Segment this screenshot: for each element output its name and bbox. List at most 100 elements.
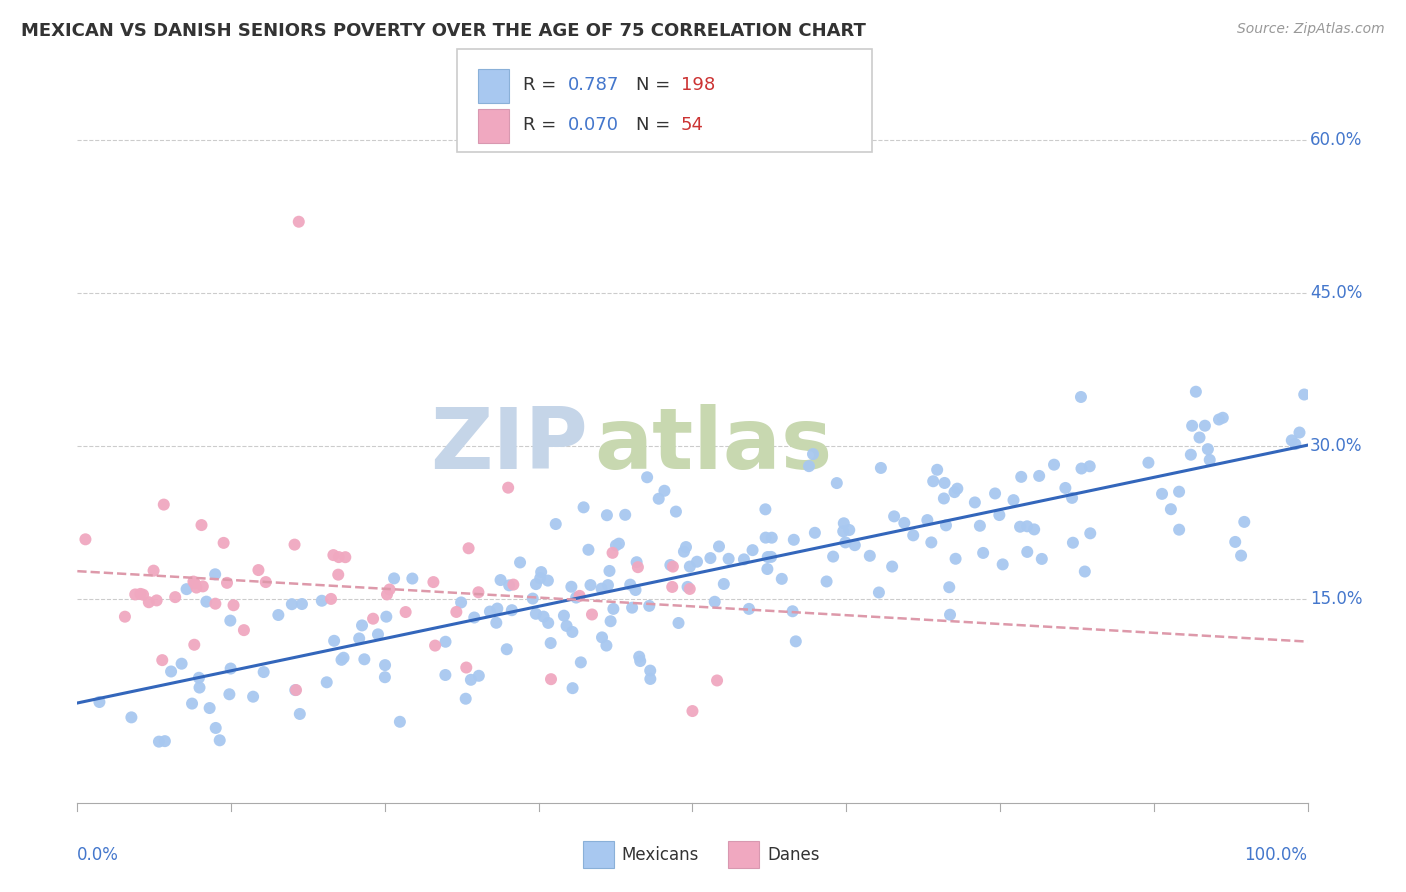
Point xyxy=(922,475,945,489)
Point xyxy=(1180,448,1202,462)
Point xyxy=(1010,520,1032,534)
Point xyxy=(530,565,553,579)
Point xyxy=(522,591,544,606)
Point xyxy=(183,638,205,652)
Point xyxy=(939,607,962,622)
Point xyxy=(838,523,860,537)
Text: 30.0%: 30.0% xyxy=(1310,437,1362,455)
Point xyxy=(832,524,855,539)
Point xyxy=(1160,502,1182,516)
Point xyxy=(498,578,520,592)
Point xyxy=(288,706,311,721)
Point xyxy=(247,563,270,577)
Point xyxy=(938,580,960,594)
Point xyxy=(893,516,915,530)
Point xyxy=(460,673,482,687)
Point xyxy=(218,687,240,701)
Point xyxy=(568,589,591,603)
Point xyxy=(1284,437,1306,451)
Point xyxy=(804,525,827,540)
Point xyxy=(1137,456,1160,470)
Point xyxy=(797,459,820,474)
Point xyxy=(153,734,176,748)
Point xyxy=(152,498,174,512)
Point xyxy=(628,654,651,668)
Point xyxy=(1194,418,1216,433)
Point xyxy=(1078,526,1101,541)
Text: 45.0%: 45.0% xyxy=(1310,284,1362,302)
Point xyxy=(533,609,555,624)
Point xyxy=(605,538,627,552)
Point xyxy=(741,543,763,558)
Point xyxy=(1054,481,1077,495)
Point xyxy=(988,508,1011,522)
Point xyxy=(607,536,630,550)
Point xyxy=(599,614,621,628)
Point xyxy=(322,548,344,562)
Point xyxy=(991,558,1014,572)
Point xyxy=(145,593,167,607)
Point xyxy=(191,579,214,593)
Point xyxy=(281,597,304,611)
Point xyxy=(1233,515,1256,529)
Point xyxy=(367,627,389,641)
Point xyxy=(859,549,882,563)
Point xyxy=(219,614,242,628)
Point xyxy=(561,624,583,639)
Text: N =: N = xyxy=(636,116,675,134)
Point xyxy=(1043,458,1066,472)
Point xyxy=(614,508,637,522)
Point xyxy=(375,587,398,601)
Point xyxy=(401,572,423,586)
Point xyxy=(882,559,904,574)
Point xyxy=(569,656,592,670)
Point xyxy=(1198,453,1220,467)
Point xyxy=(204,597,226,611)
Point xyxy=(540,672,562,686)
Point xyxy=(208,733,231,747)
Point xyxy=(733,552,755,566)
Point xyxy=(315,675,337,690)
Point xyxy=(602,602,624,616)
Point xyxy=(560,580,582,594)
Point xyxy=(963,495,986,509)
Point xyxy=(1070,461,1092,475)
Point xyxy=(883,509,905,524)
Point xyxy=(1230,549,1253,563)
Point xyxy=(323,633,346,648)
Point xyxy=(756,549,779,564)
Point xyxy=(195,594,218,608)
Point xyxy=(540,636,562,650)
Point xyxy=(446,605,468,619)
Point xyxy=(591,582,613,596)
Point xyxy=(553,608,575,623)
Text: 60.0%: 60.0% xyxy=(1310,131,1362,149)
Point xyxy=(932,491,955,506)
Point xyxy=(596,578,619,592)
Point xyxy=(1188,430,1211,444)
Point xyxy=(676,580,699,594)
Point xyxy=(759,549,782,564)
Point xyxy=(129,587,152,601)
Text: 0.787: 0.787 xyxy=(568,76,620,94)
Point xyxy=(675,540,697,554)
Point xyxy=(661,580,683,594)
Point xyxy=(754,502,776,516)
Text: MEXICAN VS DANISH SENIORS POVERTY OVER THE AGE OF 75 CORRELATION CHART: MEXICAN VS DANISH SENIORS POVERTY OVER T… xyxy=(21,22,866,40)
Point xyxy=(170,657,193,671)
Point xyxy=(598,564,620,578)
Text: ZIP: ZIP xyxy=(430,404,588,488)
Point xyxy=(659,558,682,572)
Point xyxy=(467,585,489,599)
Point xyxy=(707,540,730,554)
Point xyxy=(1010,470,1032,484)
Point xyxy=(454,691,477,706)
Point xyxy=(561,681,583,695)
Point xyxy=(457,541,479,556)
Point xyxy=(621,600,644,615)
Point xyxy=(187,671,209,685)
Text: Danes: Danes xyxy=(768,846,820,863)
Point xyxy=(485,615,508,630)
Point xyxy=(489,573,512,587)
Point xyxy=(529,571,551,585)
